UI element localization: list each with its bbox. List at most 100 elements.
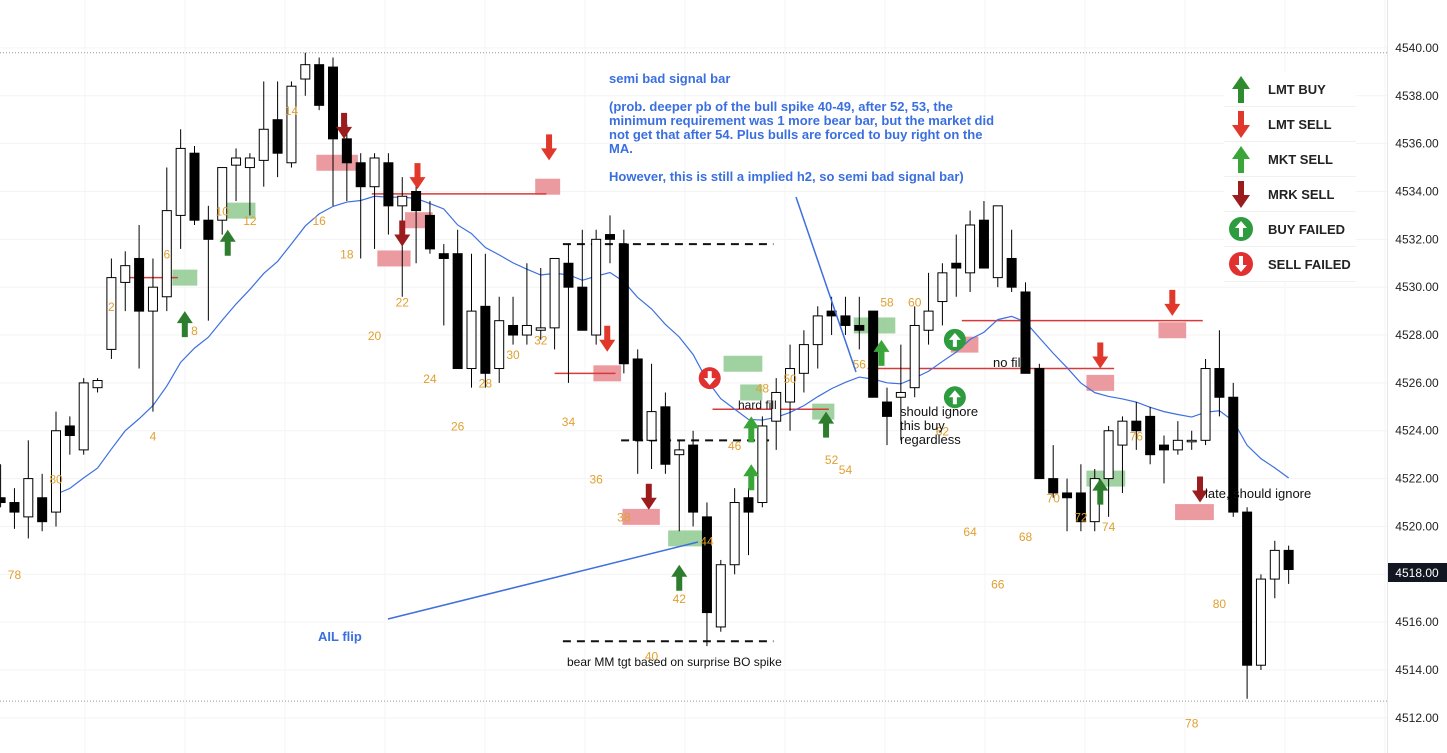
semi-bad-line-3: not get that after 54. Plus bulls are fo… [609, 127, 982, 142]
candle [1159, 435, 1169, 484]
candle [743, 488, 754, 556]
candle-body [591, 238, 602, 336]
y-tick-label: 4520.00 [1395, 519, 1439, 533]
candle [715, 559, 726, 632]
arrow-down-icon [409, 163, 426, 190]
candle [909, 306, 920, 398]
signal-zone [812, 403, 835, 420]
candle [785, 344, 796, 431]
bar-number: 24 [423, 372, 437, 386]
bar-number: 20 [368, 329, 382, 343]
candle [757, 416, 768, 508]
candle-body [397, 195, 408, 207]
candle-body [314, 64, 325, 106]
candle [369, 153, 380, 249]
candle-body [854, 324, 865, 331]
candle-body [286, 85, 297, 164]
candle-body [9, 502, 20, 513]
candle-body [909, 324, 920, 389]
legend-item: LMT SELL [1224, 107, 1356, 142]
candle [660, 392, 671, 474]
candle [1200, 358, 1211, 446]
arrow-down-icon [1192, 476, 1209, 503]
candle-body [1242, 511, 1253, 666]
candle [978, 201, 989, 269]
candle-body [1159, 444, 1169, 451]
bar-number: 64 [963, 525, 977, 539]
candle [1117, 416, 1128, 493]
bar-number: 60 [908, 295, 922, 309]
candle-body [120, 265, 131, 283]
bar-number: 54 [839, 463, 853, 477]
candle [840, 296, 851, 336]
candle-body [494, 320, 505, 370]
arrow-up-icon [1092, 478, 1109, 505]
candle [480, 253, 491, 388]
candle [341, 124, 352, 202]
candle-body [785, 368, 796, 403]
candle-body [840, 315, 851, 326]
candle-body [1228, 396, 1239, 513]
candle-body [231, 157, 242, 166]
candle-body [341, 138, 352, 164]
candle [1006, 229, 1017, 292]
candle [9, 488, 20, 529]
candle-body [535, 327, 546, 331]
candle [1103, 425, 1114, 517]
candle [646, 363, 657, 470]
candle [78, 378, 89, 455]
candle-body [868, 310, 879, 398]
candle-body [106, 277, 117, 350]
candle [632, 349, 643, 474]
candle [563, 244, 574, 383]
y-tick-label: 4540.00 [1395, 41, 1439, 55]
candle [203, 205, 214, 321]
candle [1131, 402, 1142, 450]
y-tick-label: 4528.00 [1395, 328, 1439, 342]
bar-number: 14 [285, 104, 299, 118]
candle-body [1255, 578, 1266, 666]
semi-bad-pointer-line [795, 196, 857, 373]
bear-mm-label: bear MM tgt based on surprise BO spike [567, 655, 782, 669]
candle-body [258, 128, 269, 161]
bar-number: 68 [1019, 530, 1033, 544]
legend-item: LMT BUY [1224, 72, 1356, 107]
candle [771, 378, 782, 450]
candle-body [1075, 492, 1086, 523]
candles [0, 52, 1294, 699]
candle-body [37, 497, 48, 523]
bar-number: 80 [49, 472, 63, 486]
bar-number: 32 [534, 334, 548, 348]
candle [674, 440, 685, 532]
candle [438, 244, 449, 326]
candle [549, 257, 560, 350]
candle [1062, 478, 1073, 532]
candle [895, 344, 906, 441]
arrow-up-icon [818, 411, 835, 438]
circle-up-icon [943, 386, 966, 409]
candle [1255, 574, 1266, 671]
candle [535, 268, 546, 340]
arrow-down-icon [599, 325, 616, 352]
candle [494, 296, 505, 383]
signal-zone [535, 178, 561, 195]
circle-down-icon [698, 367, 721, 390]
candle-body [618, 243, 629, 365]
candle [508, 296, 519, 345]
candle-body [23, 478, 34, 518]
y-tick-label: 4526.00 [1395, 376, 1439, 390]
should-ignore-line-1: should ignore [900, 404, 978, 419]
arrow-up-icon [1232, 76, 1250, 103]
candle [1075, 464, 1086, 532]
bar-number: 34 [562, 415, 576, 429]
candle-body [189, 152, 200, 221]
candle-body [882, 401, 892, 417]
signal-zone [1086, 374, 1115, 391]
bar-number: 72 [1074, 511, 1088, 525]
candle-body [203, 219, 214, 240]
bar-number: 6 [163, 247, 170, 261]
candle-body [424, 214, 435, 250]
candle-body [1020, 291, 1031, 374]
bar-number: 28 [479, 377, 493, 391]
